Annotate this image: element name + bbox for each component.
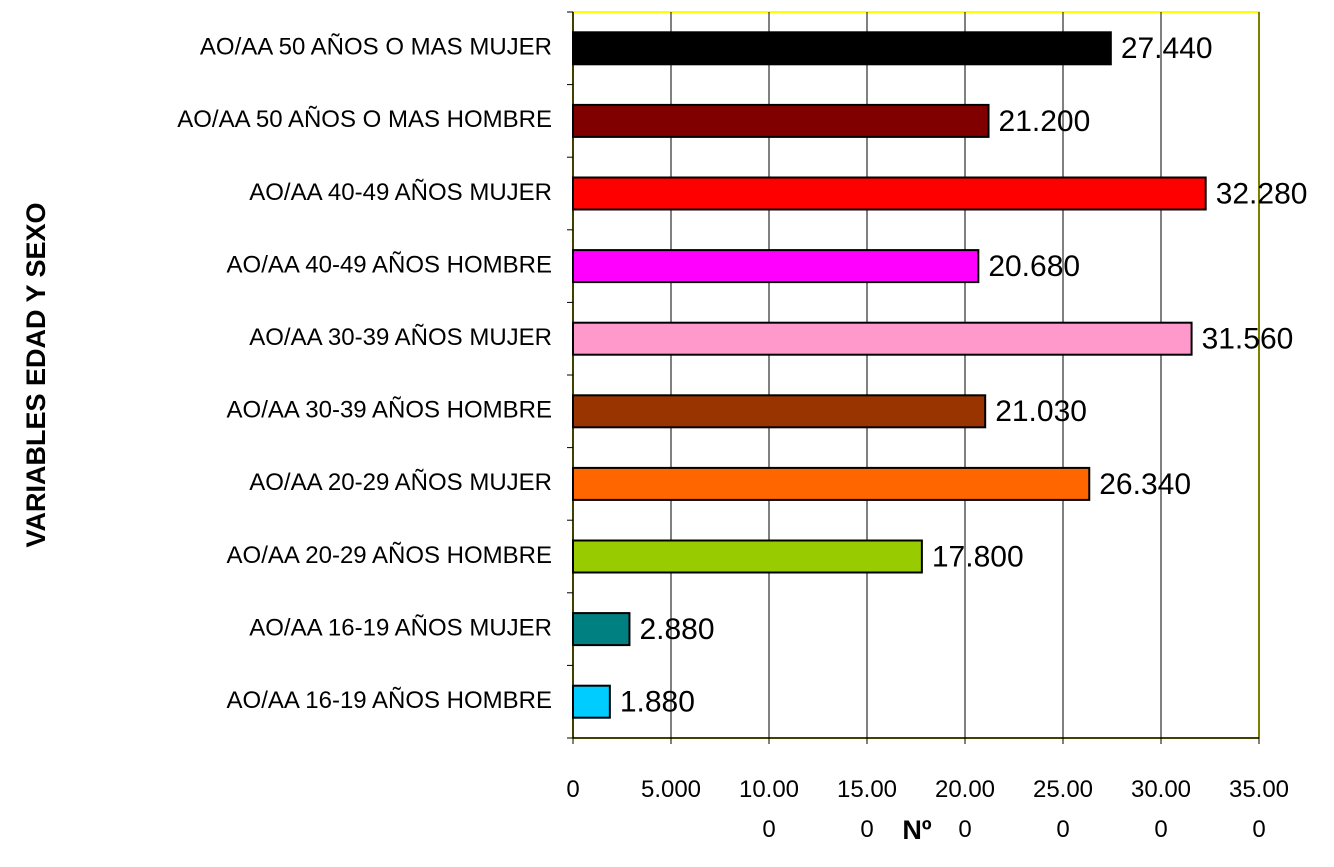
y-tick-label: AO/AA 30-39 AÑOS MUJER: [249, 324, 552, 351]
value-label: 21.200: [999, 105, 1091, 138]
bar: [572, 684, 611, 719]
bar: [572, 539, 923, 574]
bar: [572, 176, 1207, 211]
x-tick-label: 15.000: [836, 776, 898, 843]
y-tick-label: AO/AA 16-19 AÑOS MUJER: [249, 614, 552, 641]
x-tick-label: 30.000: [1130, 776, 1192, 843]
value-label: 21.030: [995, 395, 1087, 428]
value-label: 2.880: [639, 613, 714, 646]
y-tick-label: AO/AA 40-49 AÑOS MUJER: [249, 179, 552, 206]
value-label: 20.680: [988, 250, 1080, 283]
y-tick-label: AO/AA 20-29 AÑOS HOMBRE: [227, 542, 552, 569]
y-tick-label: AO/AA 16-19 AÑOS HOMBRE: [227, 687, 552, 714]
value-label: 27.440: [1121, 32, 1213, 65]
value-label: 1.880: [620, 686, 695, 719]
bar: [572, 466, 1091, 501]
value-label: 31.560: [1202, 323, 1294, 356]
x-tick-label: 0: [566, 776, 580, 803]
x-tick-label: 35.000: [1228, 776, 1290, 843]
bar: [572, 103, 990, 138]
y-tick-label: AO/AA 30-39 AÑOS HOMBRE: [227, 397, 552, 424]
bar: [572, 31, 1112, 66]
y-tick-label: AO/AA 50 AÑOS O MAS HOMBRE: [177, 106, 552, 133]
x-tick-label: 5.000: [640, 776, 702, 803]
value-label: 32.280: [1216, 177, 1308, 210]
bar: [572, 249, 980, 284]
x-tick-label: 20.000: [934, 776, 996, 843]
y-axis-title: VARIABLES EDAD Y SEXO: [21, 202, 51, 547]
y-tick-label: AO/AA 50 AÑOS O MAS MUJER: [200, 34, 552, 61]
x-tick-label: 10.000: [738, 776, 800, 843]
value-label: 17.800: [932, 540, 1024, 573]
value-label: 26.340: [1099, 468, 1191, 501]
bar: [572, 394, 987, 429]
y-tick-label: AO/AA 40-49 AÑOS HOMBRE: [227, 251, 552, 278]
x-tick-label: 25.000: [1032, 776, 1094, 843]
bar: [572, 612, 631, 647]
x-axis-title: Nº: [902, 815, 931, 845]
bar: [572, 321, 1193, 356]
y-tick-label: AO/AA 20-29 AÑOS MUJER: [249, 469, 552, 496]
